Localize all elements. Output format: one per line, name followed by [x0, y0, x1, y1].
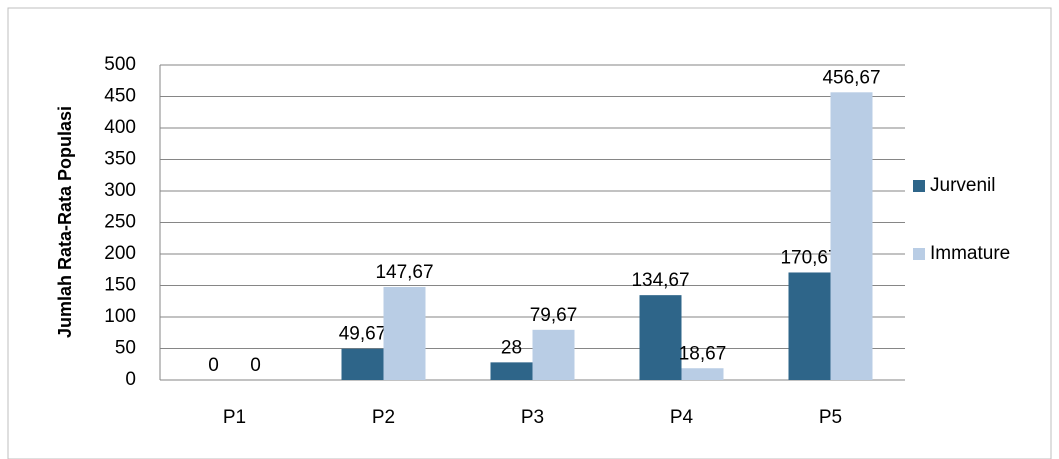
bar	[682, 368, 724, 380]
y-tick-label: 200	[104, 243, 136, 264]
y-tick-label: 100	[104, 306, 136, 327]
y-tick-label: 50	[115, 338, 136, 359]
chart: Jumlah Rata-Rata Populasi 0 50 100 150 200 25…	[0, 0, 1059, 459]
bar	[491, 362, 533, 380]
bar	[640, 295, 682, 380]
legend-label: Immature	[930, 243, 1010, 264]
x-tick-label: P5	[819, 407, 842, 428]
legend-swatch	[913, 180, 925, 192]
data-label: 0	[250, 355, 261, 376]
y-tick-label: 300	[104, 180, 136, 201]
data-label: 18,67	[679, 343, 727, 364]
y-tick-label: 350	[104, 149, 136, 170]
y-tick-label: 0	[125, 369, 136, 390]
data-label: 170,67	[780, 247, 838, 268]
data-label: 456,67	[822, 67, 880, 88]
legend-swatch	[913, 248, 925, 260]
chart-border	[8, 8, 1051, 459]
legend-label: Jurvenil	[930, 175, 995, 196]
x-tick-label: P1	[223, 407, 246, 428]
y-tick-label: 450	[104, 86, 136, 107]
bar	[384, 287, 426, 380]
y-tick-label: 250	[104, 212, 136, 233]
data-label: 28	[501, 337, 522, 358]
bar	[533, 330, 575, 380]
bar	[789, 272, 831, 380]
x-tick-label: P2	[372, 407, 395, 428]
data-label: 147,67	[375, 262, 433, 283]
y-tick-label: 500	[104, 54, 136, 75]
data-label: 0	[208, 355, 219, 376]
x-tick-label: P4	[670, 407, 694, 428]
y-tick-label: 400	[104, 117, 136, 138]
x-tick-label: P3	[521, 407, 544, 428]
y-tick-label: 150	[104, 275, 136, 296]
bar	[831, 92, 873, 380]
y-axis-title: Jumlah Rata-Rata Populasi	[55, 106, 75, 338]
data-label: 134,67	[631, 270, 689, 291]
data-label: 49,67	[339, 324, 387, 345]
data-label: 79,67	[530, 305, 578, 326]
bar	[342, 349, 384, 380]
